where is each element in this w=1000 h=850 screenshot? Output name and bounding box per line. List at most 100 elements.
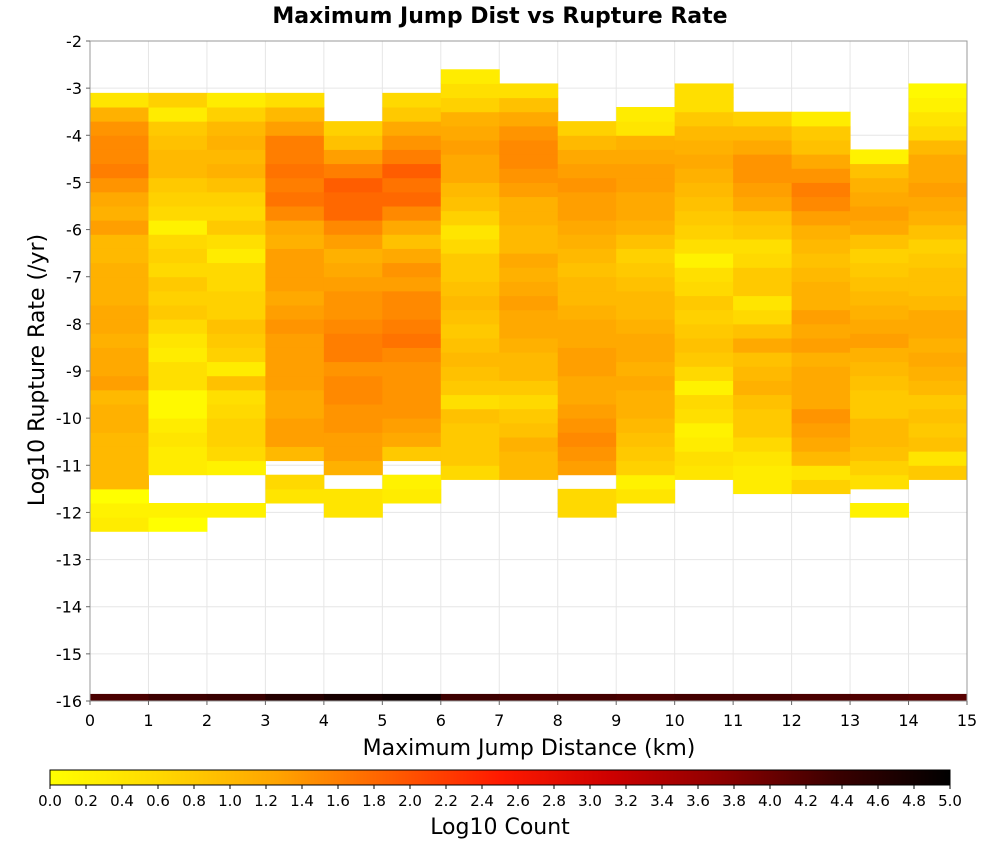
heatmap-cell <box>499 338 559 353</box>
heatmap-cell <box>90 693 149 701</box>
heatmap-cell <box>674 394 734 410</box>
heatmap-cell <box>674 451 734 466</box>
heatmap-cell <box>440 239 500 254</box>
heatmap-cell <box>90 135 149 150</box>
heatmap-cell <box>557 149 617 165</box>
heatmap-cell <box>850 375 910 391</box>
heatmap-cell <box>791 140 851 155</box>
heatmap-cell <box>265 149 325 165</box>
heatmap-cell <box>323 177 383 193</box>
heatmap-cell <box>908 323 968 339</box>
heatmap-cell <box>733 239 793 254</box>
heatmap-cell <box>616 488 676 504</box>
heatmap-cell <box>616 290 676 306</box>
y-tick-label: -16 <box>56 692 82 711</box>
heatmap-cell <box>148 290 208 306</box>
heatmap-cell <box>265 474 325 490</box>
heatmap-cell <box>674 239 734 254</box>
heatmap-cell <box>908 295 968 311</box>
heatmap-cell <box>382 220 442 235</box>
heatmap-cell <box>440 253 500 268</box>
heatmap-cell <box>616 135 676 150</box>
heatmap-cell <box>206 432 266 447</box>
heatmap-cell <box>148 191 208 207</box>
heatmap-cell <box>265 206 325 221</box>
heatmap-cell <box>323 220 383 235</box>
heatmap-cell <box>265 347 325 363</box>
heatmap-cell <box>90 432 149 447</box>
heatmap-cell <box>148 92 208 108</box>
heatmap-cell <box>206 446 266 462</box>
heatmap-cell <box>674 224 734 240</box>
heatmap-cell <box>850 404 910 419</box>
heatmap-cell <box>323 305 383 320</box>
heatmap-cell <box>850 446 910 462</box>
heatmap-cell <box>616 474 676 490</box>
heatmap-cell <box>616 177 676 193</box>
heatmap-cell <box>499 97 559 113</box>
heatmap-cell <box>440 352 500 367</box>
heatmap-cell <box>733 281 793 297</box>
heatmap-cell <box>265 333 325 348</box>
heatmap-cell <box>557 446 617 462</box>
colorbar-tick-label: 3.0 <box>578 792 602 810</box>
colorbar-tick-label: 1.2 <box>254 792 278 810</box>
heatmap-cell <box>557 503 617 518</box>
heatmap-cell <box>733 210 793 226</box>
heatmap-cell <box>791 366 851 381</box>
heatmap-cell <box>850 290 910 306</box>
heatmap-cell <box>265 418 325 433</box>
heatmap-cell <box>908 693 968 701</box>
heatmap-cell <box>265 276 325 292</box>
heatmap-cell <box>382 418 442 433</box>
heatmap-cell <box>850 276 910 292</box>
heatmap-cell <box>382 389 442 405</box>
heatmap-cell <box>265 107 325 122</box>
heatmap-cell <box>323 375 383 391</box>
x-tick-label: 11 <box>723 711 743 730</box>
heatmap-cell <box>908 366 968 381</box>
heatmap-cell <box>440 394 500 410</box>
heatmap-cell <box>148 517 208 532</box>
heatmap-cell <box>908 408 968 424</box>
heatmap-cell <box>382 693 442 701</box>
x-tick-label: 10 <box>664 711 684 730</box>
heatmap-cell <box>206 163 266 179</box>
heatmap-cell <box>733 451 793 466</box>
heatmap-cell <box>908 224 968 240</box>
heatmap-cell <box>440 154 500 169</box>
heatmap-cell <box>733 323 793 339</box>
colorbar-tick-label: 1.6 <box>326 792 350 810</box>
x-tick-label: 15 <box>957 711 977 730</box>
heatmap-cell <box>616 248 676 264</box>
y-tick-label: -9 <box>66 362 82 381</box>
x-axis-ticks: 0 1 2 3 4 5 6 7 8 9 10 11 12 13 14 15 <box>85 701 977 730</box>
heatmap-cell <box>850 361 910 377</box>
heatmap-cell <box>206 290 266 306</box>
colorbar-tick-label: 1.0 <box>218 792 242 810</box>
heatmap-cell <box>674 281 734 297</box>
heatmap-cell <box>557 488 617 504</box>
heatmap-cell <box>733 693 793 701</box>
heatmap-cell <box>733 352 793 367</box>
y-tick-label: -3 <box>66 79 82 98</box>
heatmap-cell <box>557 191 617 207</box>
heatmap-cell <box>499 154 559 169</box>
heatmap-cell <box>616 446 676 462</box>
heatmap-cell <box>90 305 149 320</box>
heatmap-cell <box>206 262 266 278</box>
heatmap-cell <box>382 276 442 292</box>
y-tick-label: -6 <box>66 221 82 240</box>
heatmap-cell <box>148 333 208 348</box>
heatmap-cell <box>908 168 968 183</box>
heatmap-cell <box>557 404 617 419</box>
heatmap-cell <box>616 191 676 207</box>
heatmap-cell <box>908 309 968 325</box>
heatmap-cell <box>440 693 500 701</box>
heatmap-cell <box>616 276 676 292</box>
heatmap-cell <box>791 224 851 240</box>
heatmap-cell <box>382 234 442 249</box>
heatmap-cell <box>499 281 559 297</box>
heatmap-cell <box>499 394 559 410</box>
heatmap-cell <box>791 451 851 466</box>
